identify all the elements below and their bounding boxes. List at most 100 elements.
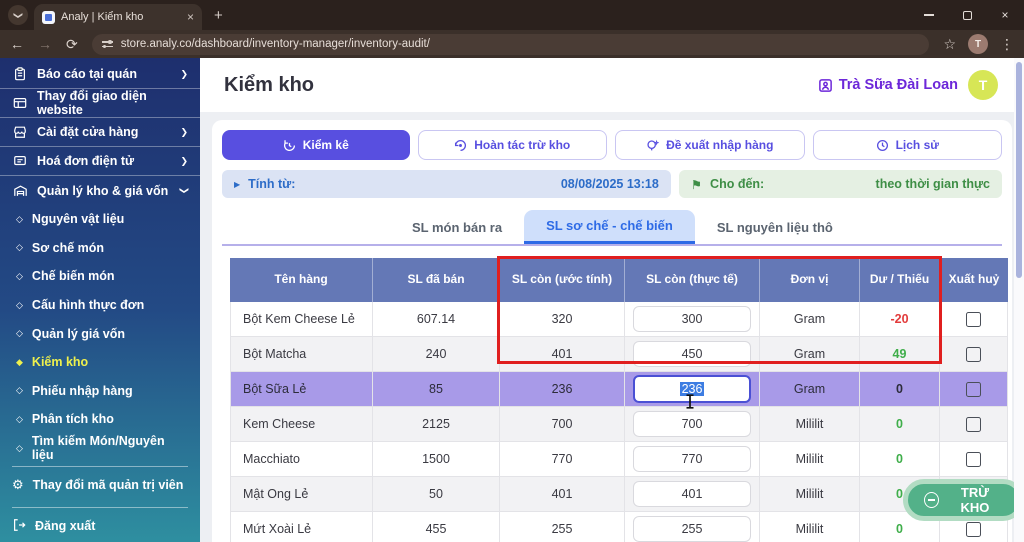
diamond-icon: ◇ (16, 442, 23, 453)
sidebar-item-label: Quản lý kho & giá vốn (37, 183, 169, 198)
logout-icon (12, 518, 26, 535)
scrollbar-thumb[interactable] (1016, 62, 1022, 278)
col-ten-hang: Tên hàng (230, 258, 373, 302)
history-clock-icon (876, 139, 888, 151)
actual-qty-input[interactable] (633, 516, 751, 542)
tab-hoan-tac-tru-kho[interactable]: Hoàn tác trừ kho (417, 130, 607, 160)
diamond-icon: ◇ (16, 242, 23, 253)
selected-text: 236 (679, 382, 705, 396)
clipboard-icon (12, 67, 28, 81)
table-row-selected: Bột Sữa Lẻ 85 236 236 Gram 0 (230, 372, 1008, 407)
avatar[interactable]: T (968, 70, 998, 100)
maximize-button[interactable] (948, 0, 986, 30)
audit-clock-icon (283, 139, 295, 151)
actual-qty-input[interactable] (633, 481, 751, 507)
url-bar[interactable]: store.analy.co/dashboard/inventory-manag… (91, 33, 930, 55)
unit: Gram (760, 337, 860, 372)
diff-value: -20 (860, 302, 940, 337)
tab-label: Kiểm kê (302, 138, 349, 152)
dispose-checkbox[interactable] (966, 451, 981, 467)
refresh-icon[interactable]: ⟳ (66, 35, 78, 52)
back-icon[interactable]: ← (10, 36, 24, 52)
sidebar-item-dang-xuat[interactable]: Đăng xuất (0, 508, 200, 542)
tab-kiem-ke[interactable]: Kiểm kê (222, 130, 410, 160)
actual-qty-input[interactable] (633, 446, 751, 472)
sidebar-sub-nguyen-vat-lieu[interactable]: ◇ Nguyên vật liệu (0, 205, 200, 234)
dispose-checkbox[interactable] (966, 416, 981, 432)
item-name: Kem Cheese (230, 407, 373, 442)
sidebar-sub-che-bien-mon[interactable]: ◇ Chế biến món (0, 262, 200, 291)
sidebar-sub-phan-tich-kho[interactable]: ◇ Phân tích kho (0, 405, 200, 434)
sidebar-sub-quan-ly-gia-von[interactable]: ◇ Quản lý giá vốn (0, 319, 200, 348)
subtab-sl-nguyen-lieu-tho[interactable]: SL nguyên liệu thô (716, 219, 833, 235)
browser-tab[interactable]: Analy | Kiểm kho × (34, 4, 202, 30)
menu-dots-icon[interactable]: ⋮ (1000, 35, 1014, 52)
unit: Mililit (760, 512, 860, 542)
date-filter-row: ▶ Tính từ: 08/08/2025 13:18 ⚑ Cho đến: the… (222, 170, 1002, 198)
favicon (42, 10, 55, 24)
site-settings-icon[interactable] (101, 39, 113, 49)
content-card: Kiểm kê Hoàn tác trừ kho Đề xuất nhập hà… (212, 120, 1012, 542)
date-from-box[interactable]: ▶ Tính từ: 08/08/2025 13:18 (222, 170, 671, 198)
close-button[interactable]: × (1001, 8, 1009, 22)
unit: Gram (760, 372, 860, 407)
sidebar-divider (12, 466, 188, 468)
sidebar-sub-tim-kiem[interactable]: ◇ Tìm kiếm Món/Nguyên liệu (0, 434, 200, 463)
sold-qty: 1500 (373, 442, 500, 477)
table-row: Bột Kem Cheese Lẻ 607.14 320 Gram -20 (230, 302, 1008, 337)
sidebar-sub-label: Quản lý giá vốn (31, 326, 125, 341)
page-scrollbar[interactable] (1014, 58, 1024, 542)
sidebar-item-hoa-don[interactable]: Hoá đơn điện tử ❯ (0, 147, 200, 176)
sidebar-item-quan-ly-kho[interactable]: Quản lý kho & giá vốn ❯ (0, 176, 200, 205)
header-user-area: Trà Sữa Đài Loan T (818, 70, 998, 100)
sidebar-sub-so-che-mon[interactable]: ◇ Sơ chế món (0, 234, 200, 263)
date-to-label: Cho đến: (710, 177, 765, 191)
table-row: Bột Matcha 240 401 Gram 49 (230, 337, 1008, 372)
unit: Gram (760, 302, 860, 337)
sidebar-item-cai-dat[interactable]: Cài đặt cửa hàng ❯ (0, 118, 200, 147)
sidebar-sub-label: Cấu hình thực đơn (31, 298, 145, 313)
nav-right: ☆ T ⋮ (943, 34, 1014, 54)
tab-close-icon[interactable]: × (186, 10, 194, 24)
sidebar-sub-cau-hinh-thuc-don[interactable]: ◇ Cấu hình thực đơn (0, 291, 200, 320)
actual-qty-input[interactable] (633, 341, 751, 367)
subtract-stock-button[interactable]: TRỪ KHO (903, 479, 1024, 521)
browser-profile-avatar[interactable]: T (968, 34, 988, 54)
sidebar-item-label: Hoá đơn điện tử (37, 154, 135, 168)
maximize-icon (962, 10, 972, 20)
tab-lich-su[interactable]: Lịch sử (812, 130, 1002, 160)
new-tab-button[interactable]: + (214, 6, 223, 24)
sidebar-sub-label: Phân tích kho (31, 412, 114, 427)
suggestion-bulb-icon (647, 139, 660, 150)
dispose-checkbox[interactable] (966, 346, 981, 362)
unit: Mililit (760, 442, 860, 477)
actual-qty-input[interactable] (633, 411, 751, 437)
sidebar-sub-phieu-nhap-hang[interactable]: ◇ Phiếu nhập hàng (0, 377, 200, 406)
sidebar: Báo cáo tại quán ❯ Thay đổi giao diện we… (0, 58, 200, 542)
sidebar-item-doi-ma-quan-tri[interactable]: ⚙ Thay đổi mã quản trị viên (0, 467, 200, 503)
subtract-stock-label: TRỪ KHO (960, 485, 990, 515)
minimize-button[interactable] (910, 0, 948, 30)
forward-icon[interactable]: → (38, 36, 52, 52)
actual-qty-input-focused[interactable]: 236 (633, 375, 751, 403)
actual-qty-input[interactable] (633, 306, 751, 332)
dispose-checkbox[interactable] (966, 521, 981, 537)
unit: Mililit (760, 407, 860, 442)
dispose-checkbox[interactable] (966, 381, 981, 397)
tab-de-xuat-nhap-hang[interactable]: Đề xuất nhập hàng (615, 130, 805, 160)
subtab-sl-so-che-che-bien[interactable]: SL sơ chế - chế biến (524, 210, 695, 244)
user-name[interactable]: Trà Sữa Đài Loan (818, 77, 958, 93)
subtab-sl-mon-ban-ra[interactable]: SL món bán ra (412, 219, 503, 235)
sidebar-sub-kiem-kho-active[interactable]: ◆ Kiểm kho (0, 348, 200, 377)
table-row: Mật Ong Lẻ 50 401 Mililit 0 (230, 477, 1008, 512)
bookmark-star-icon[interactable]: ☆ (943, 35, 956, 52)
col-sl-con-uoc-tinh: SL còn (ước tính) (500, 258, 625, 302)
user-name-text: Trà Sữa Đài Loan (838, 77, 958, 93)
diff-value: 49 (860, 337, 940, 372)
dispose-checkbox[interactable] (966, 311, 981, 327)
sidebar-item-bao-cao[interactable]: Báo cáo tại quán ❯ (0, 60, 200, 89)
item-name: Bột Kem Cheese Lẻ (230, 302, 373, 337)
date-to-box[interactable]: ⚑ Cho đến: theo thời gian thực (678, 170, 1002, 198)
tab-search-button[interactable]: ❯ (8, 5, 28, 25)
sidebar-item-giao-dien[interactable]: Thay đổi giao diện website (0, 89, 200, 118)
